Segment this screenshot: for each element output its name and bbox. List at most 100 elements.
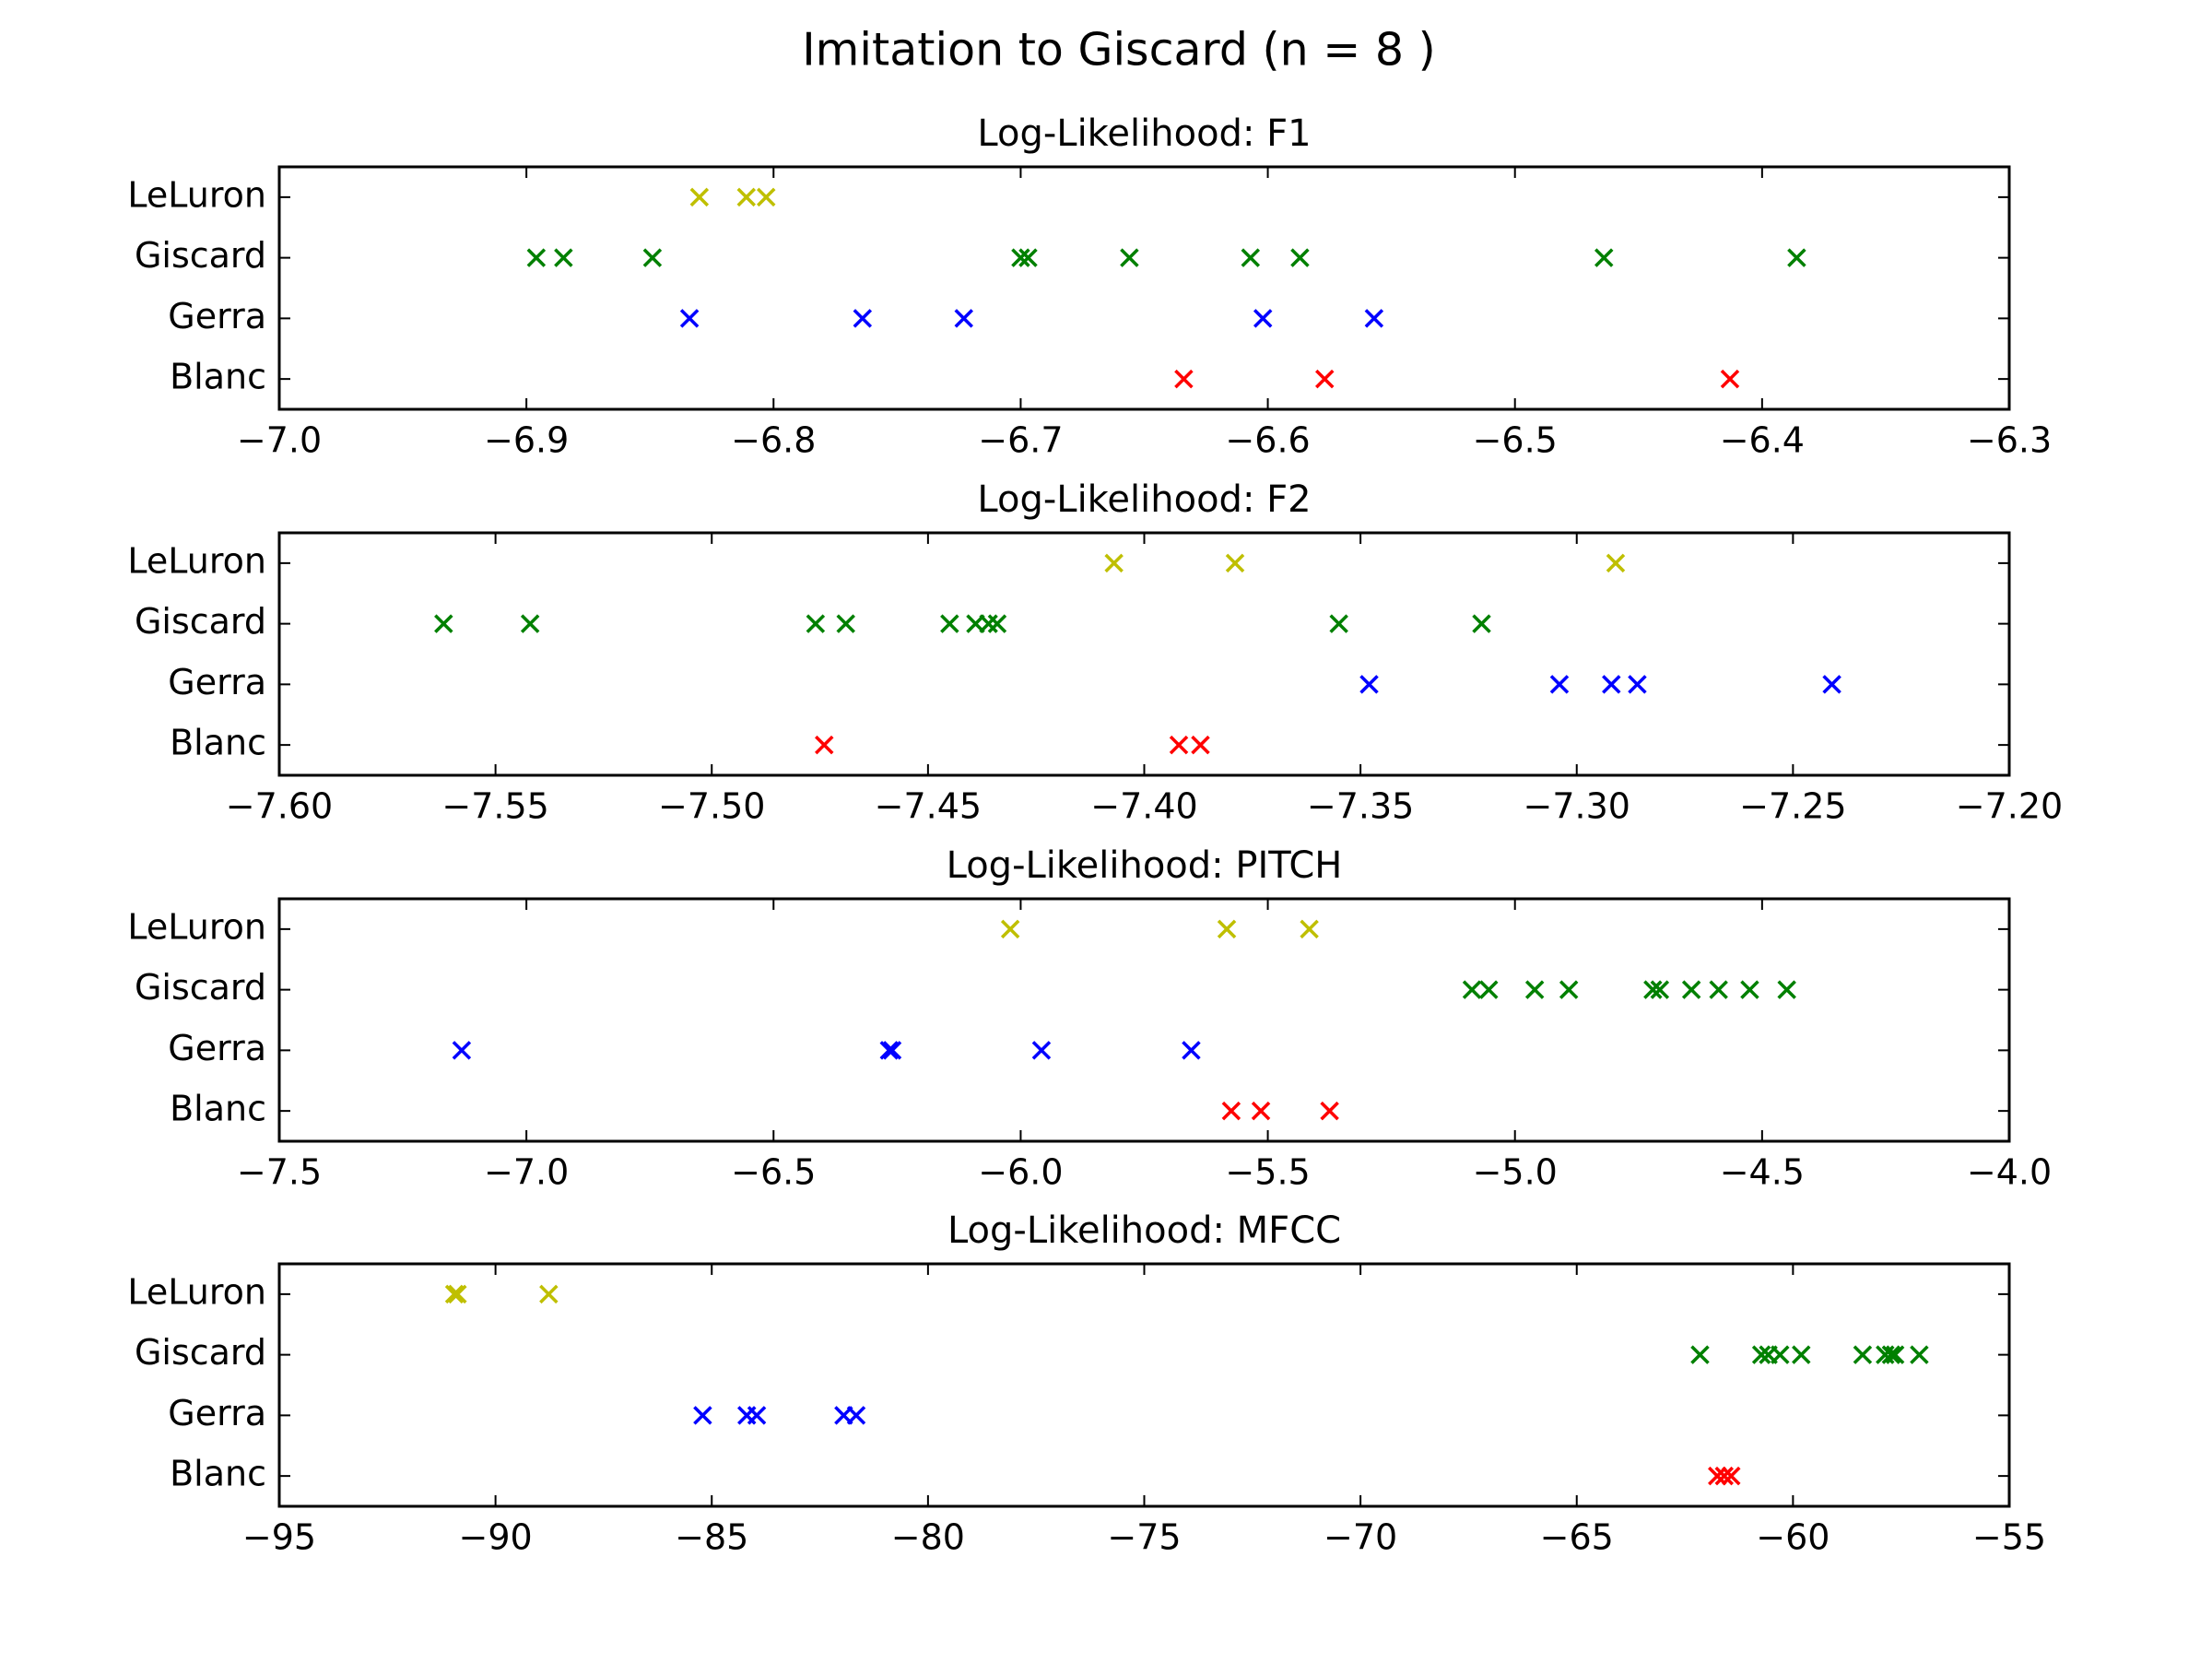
point-marker bbox=[679, 309, 700, 328]
x-tick-label: −55 bbox=[1972, 1517, 2046, 1558]
point-marker bbox=[1602, 675, 1621, 694]
x-tick-label: −70 bbox=[1324, 1517, 1397, 1558]
point-marker bbox=[1792, 1345, 1811, 1364]
point-marker bbox=[846, 1406, 866, 1425]
point-marker bbox=[882, 1041, 902, 1060]
x-tick-label: −6.5 bbox=[731, 1152, 816, 1193]
x-tick-label: −6.5 bbox=[1473, 420, 1558, 461]
point-marker bbox=[448, 1284, 467, 1304]
x-tick-label: −7.50 bbox=[658, 786, 765, 827]
y-tick-label: Blanc bbox=[170, 1089, 266, 1129]
x-tick-label: −4.5 bbox=[1720, 1152, 1805, 1193]
point-marker bbox=[642, 248, 663, 267]
point-marker bbox=[940, 614, 959, 633]
plot-frame bbox=[277, 531, 2011, 777]
point-marker bbox=[747, 1406, 767, 1425]
y-tick-label: Giscard bbox=[135, 1332, 266, 1373]
point-marker bbox=[1174, 369, 1194, 389]
x-tick-label: −6.0 bbox=[978, 1152, 1063, 1193]
x-tick-label: −7.25 bbox=[1739, 786, 1846, 827]
y-tick-label: Gerra bbox=[168, 1393, 266, 1433]
point-marker bbox=[1910, 1345, 1929, 1364]
point-marker bbox=[1643, 980, 1663, 999]
x-tick-label: −7.30 bbox=[1524, 786, 1630, 827]
point-marker bbox=[1191, 735, 1210, 755]
subplot-title: Log-Likelihood: MFCC bbox=[947, 1209, 1341, 1252]
subplot: Log-Likelihood: F2 −7.60 −7.55 −7.50 −7.45 −7… bbox=[127, 478, 2063, 827]
point-marker bbox=[815, 735, 834, 755]
point-marker bbox=[853, 309, 873, 328]
point-marker bbox=[1182, 1041, 1201, 1060]
x-tick-label: −4.0 bbox=[1967, 1152, 2052, 1193]
y-tick-label: Blanc bbox=[170, 1454, 266, 1494]
x-tick-label: −7.60 bbox=[226, 786, 333, 827]
subplot-title: Log-Likelihood: F1 bbox=[977, 112, 1311, 155]
point-marker bbox=[1241, 248, 1261, 267]
point-marker bbox=[1251, 1101, 1271, 1121]
point-marker bbox=[1462, 980, 1482, 999]
x-tick-label: −65 bbox=[1540, 1517, 1614, 1558]
y-tick-label: Giscard bbox=[135, 601, 266, 642]
x-tick-label: −6.9 bbox=[484, 420, 569, 461]
point-marker bbox=[1751, 1345, 1771, 1364]
point-marker bbox=[1606, 553, 1626, 573]
point-marker bbox=[836, 614, 855, 633]
point-marker bbox=[1690, 1345, 1710, 1364]
point-marker bbox=[1290, 248, 1310, 267]
point-marker bbox=[987, 614, 1007, 633]
point-marker bbox=[1300, 919, 1319, 939]
y-tick-label: Giscard bbox=[135, 967, 266, 1008]
subplot-title: Log-Likelihood: PITCH bbox=[947, 844, 1343, 887]
point-marker bbox=[1650, 980, 1670, 999]
point-marker bbox=[1329, 614, 1348, 633]
x-tick-label: −5.5 bbox=[1225, 1152, 1310, 1193]
x-tick-label: −7.5 bbox=[237, 1152, 322, 1193]
point-marker bbox=[1364, 309, 1384, 328]
x-tick-label: −75 bbox=[1107, 1517, 1181, 1558]
point-marker bbox=[1169, 735, 1189, 755]
point-marker bbox=[1740, 980, 1759, 999]
x-tick-label: −7.45 bbox=[875, 786, 982, 827]
x-tick-label: −80 bbox=[891, 1517, 965, 1558]
point-marker bbox=[1853, 1345, 1873, 1364]
point-marker bbox=[1315, 369, 1335, 389]
x-tick-label: −6.4 bbox=[1720, 420, 1805, 461]
y-tick-label: LeLuron bbox=[127, 540, 266, 581]
point-marker bbox=[736, 187, 757, 207]
point-marker bbox=[554, 248, 573, 267]
point-marker bbox=[1594, 248, 1614, 267]
point-marker bbox=[1777, 980, 1796, 999]
x-tick-label: −7.55 bbox=[441, 786, 548, 827]
point-marker bbox=[1709, 980, 1728, 999]
point-marker bbox=[434, 614, 453, 633]
point-marker bbox=[1771, 1345, 1790, 1364]
y-tick-label: Blanc bbox=[170, 723, 266, 763]
point-marker bbox=[1681, 980, 1701, 999]
point-marker bbox=[1217, 919, 1237, 939]
point-marker bbox=[444, 1284, 465, 1304]
point-marker bbox=[689, 187, 710, 207]
y-tick-label: Gerra bbox=[168, 662, 266, 702]
subplot: Log-Likelihood: F1 −7.0 −6.9 −6.8 −6.7 −6.6 −6… bbox=[127, 112, 2052, 461]
point-marker bbox=[1881, 1345, 1901, 1364]
point-marker bbox=[979, 614, 998, 633]
x-tick-label: −6.6 bbox=[1225, 420, 1310, 461]
x-tick-label: −6.7 bbox=[978, 420, 1063, 461]
point-marker bbox=[1559, 980, 1579, 999]
point-marker bbox=[1524, 980, 1545, 999]
y-tick-label: Gerra bbox=[168, 1028, 266, 1068]
x-tick-label: −7.35 bbox=[1307, 786, 1414, 827]
x-tick-label: −85 bbox=[675, 1517, 748, 1558]
x-tick-label: −7.40 bbox=[1090, 786, 1197, 827]
y-tick-label: Blanc bbox=[170, 357, 266, 397]
y-tick-label: Gerra bbox=[168, 296, 266, 336]
subplot: Log-Likelihood: PITCH −7.5 −7.0 −6.5 −6.0 −5.… bbox=[127, 844, 2052, 1193]
point-marker bbox=[1011, 248, 1030, 267]
x-tick-label: −95 bbox=[242, 1517, 316, 1558]
point-marker bbox=[1104, 553, 1124, 573]
plot-frame bbox=[277, 165, 2011, 411]
x-tick-label: −6.8 bbox=[731, 420, 816, 461]
point-marker bbox=[526, 248, 547, 267]
point-marker bbox=[757, 187, 776, 207]
